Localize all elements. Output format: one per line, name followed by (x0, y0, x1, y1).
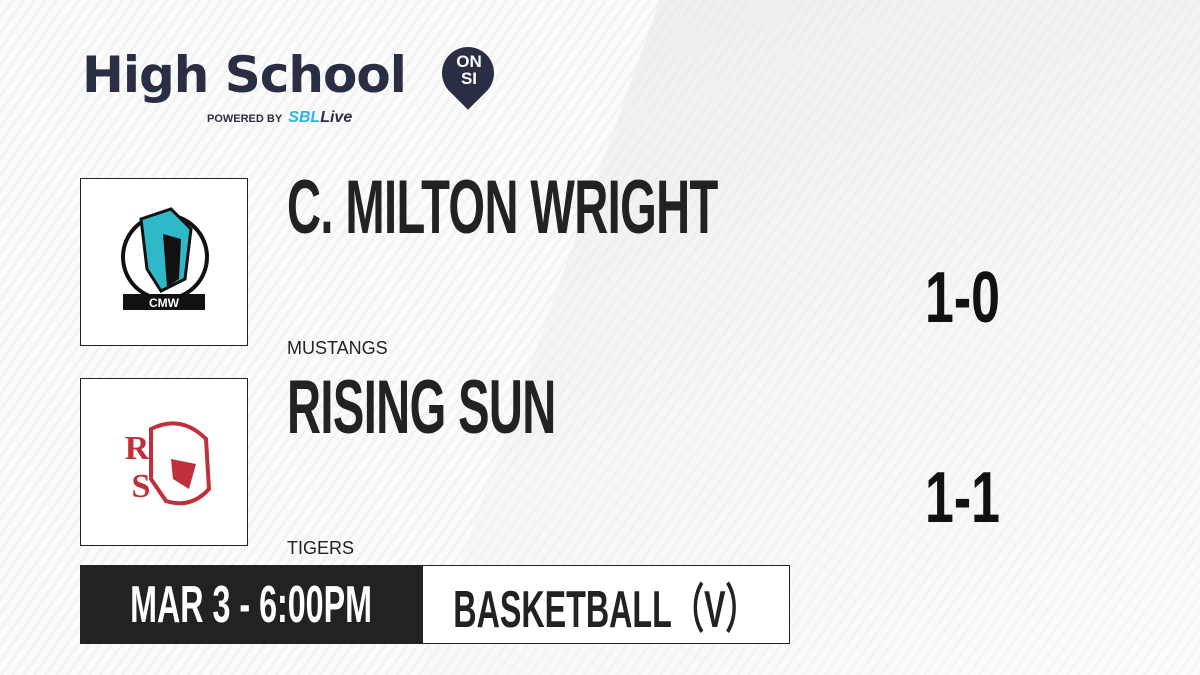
high-school-on-si-logo: High School ON SI POWERED BY SBLLive (82, 36, 505, 126)
game-datetime: MAR 3 - 6:00PM (80, 565, 422, 644)
game-sport: BASKETBALL（V） (422, 565, 790, 644)
svg-text:CMW: CMW (149, 296, 180, 310)
brand-badge: ON SI (456, 52, 482, 88)
team-record-away: 1-1 (925, 458, 1000, 538)
team-mascot-home: MUSTANGS (287, 338, 388, 358)
team-name-home: C. MILTON WRIGHT (287, 165, 718, 250)
svg-text:S: S (132, 468, 151, 505)
svg-text:R: R (125, 430, 150, 467)
team-name-away: RISING SUN (287, 365, 556, 450)
team-logo-rs: R S (80, 378, 248, 546)
powered-by: POWERED BY SBLLive (207, 109, 353, 126)
team-record-home: 1-0 (925, 258, 1000, 338)
team-mascot-away: TIGERS (287, 538, 355, 558)
game-info-bar: MAR 3 - 6:00PM BASKETBALL（V） (80, 565, 790, 644)
brand-title: High School (82, 46, 407, 104)
team-logo-cmw: CMW (80, 178, 248, 346)
